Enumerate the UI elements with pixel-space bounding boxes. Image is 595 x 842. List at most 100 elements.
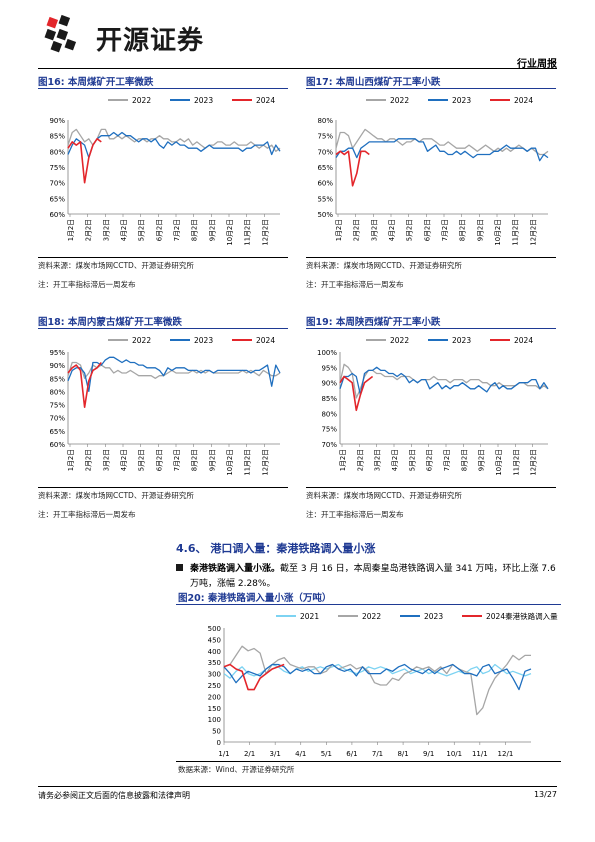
figure-17-note: 注：开工率指标滞后一周发布 <box>306 280 404 289</box>
y-tick-label: 350 <box>208 659 221 667</box>
x-tick-label: 9月2日 <box>478 449 486 471</box>
figure-18-title-rule <box>38 328 288 329</box>
figure-18-source-rule <box>38 487 288 488</box>
y-tick-label: 80% <box>317 117 333 125</box>
x-tick-label: 5月2日 <box>406 219 414 241</box>
x-tick-label: 7月2日 <box>173 219 181 241</box>
y-tick-label: 85% <box>49 133 65 141</box>
figure-19-title-rule <box>306 328 556 329</box>
legend-label: 2022 <box>362 612 381 621</box>
series-line-2024 <box>339 375 374 412</box>
series-line-2022 <box>339 363 549 399</box>
figure-19-title: 图19: 本周陕西煤矿开工率小跌 <box>306 317 441 328</box>
x-tick-label: 11月2日 <box>244 449 252 476</box>
chart-shanxi-operating-rate: 2022 2023 2024 80% 75% 70% 65% 60% 55% 50%1月2日 2月2… <box>317 96 549 246</box>
y-tick-label: 65% <box>49 195 65 203</box>
y-tick-label: 70% <box>317 148 333 156</box>
page-number: 13/27 <box>533 790 557 799</box>
bullet-icon <box>176 564 183 571</box>
y-tick-label: 90% <box>49 362 65 370</box>
x-tick-label: 10月2日 <box>226 449 234 476</box>
x-tick-label: 12月2日 <box>529 219 537 246</box>
x-tick-label: 1/1 <box>218 750 229 758</box>
x-tick-label: 9月2日 <box>208 449 216 471</box>
figure-20-title-rule <box>176 604 561 605</box>
chart-qinhuangdao-rail-inflow: 2021 2022 2023 2024秦港铁路调入量50045040035030025… <box>208 611 558 758</box>
series-line-2022 <box>335 128 549 156</box>
y-tick-label: 70% <box>321 441 337 449</box>
series-line-2022 <box>67 128 281 152</box>
chart-shaanxi-operating-rate: 2022 2023 2024 100% 95% 90% 85% 80% 75% 70%1月2日 2月… <box>317 336 549 476</box>
x-tick-label: 4月2日 <box>388 219 396 241</box>
y-tick-label: 0 <box>217 739 221 747</box>
x-tick-label: 9月2日 <box>476 219 484 241</box>
legend-label: 2023 <box>424 612 443 621</box>
x-tick-label: 3月2日 <box>374 449 382 471</box>
figure-20-title: 图20: 秦港铁路调入量小涨（万吨） <box>178 593 332 604</box>
x-tick-label: 8/1 <box>397 750 408 758</box>
figure-18-title: 图18: 本周内蒙古煤矿开工率微跌 <box>38 317 182 328</box>
header-divider <box>38 68 557 69</box>
x-tick-label: 2月2日 <box>85 449 93 471</box>
y-tick-label: 300 <box>208 671 221 679</box>
x-tick-label: 11月2日 <box>512 219 520 246</box>
x-tick-label: 4月2日 <box>120 449 128 471</box>
legend-label: 2022 <box>132 336 151 345</box>
x-tick-label: 2月2日 <box>353 219 361 241</box>
figure-17-source-rule <box>306 257 556 258</box>
legend-label: 2023 <box>194 96 213 105</box>
y-tick-label: 75% <box>317 133 333 141</box>
x-tick-label: 7月2日 <box>173 449 181 471</box>
y-tick-label: 90% <box>321 380 337 388</box>
y-tick-label: 500 <box>208 625 221 633</box>
series-line-2024 <box>67 362 102 408</box>
y-tick-label: 85% <box>49 375 65 383</box>
y-tick-label: 70% <box>49 180 65 188</box>
series-line-2023 <box>223 663 532 691</box>
y-tick-label: 75% <box>49 164 65 172</box>
y-tick-label: 85% <box>321 395 337 403</box>
x-tick-label: 3月2日 <box>102 449 110 471</box>
series-line-2022 <box>223 645 531 716</box>
figure-16-title: 图16: 本周煤矿开工率微跌 <box>38 77 154 88</box>
y-tick-label: 75% <box>321 426 337 434</box>
figure-17-source: 资料来源：煤炭市场网CCTD、开源证券研究所 <box>306 261 462 270</box>
legend-label: 2021 <box>300 612 319 621</box>
x-tick-label: 11月2日 <box>512 449 520 476</box>
x-tick-label: 1月2日 <box>67 219 75 241</box>
x-tick-label: 8月2日 <box>460 449 468 471</box>
x-tick-label: 2/1 <box>244 750 255 758</box>
figure-18-note: 注：开工率指标滞后一周发布 <box>38 510 136 519</box>
series-line-2024 <box>335 150 370 187</box>
x-tick-label: 5/1 <box>321 750 332 758</box>
y-tick-label: 60% <box>317 180 333 188</box>
x-tick-label: 2月2日 <box>85 219 93 241</box>
x-tick-label: 1月2日 <box>335 219 343 241</box>
x-tick-label: 9/1 <box>423 750 434 758</box>
figure-20-source-rule <box>176 761 561 762</box>
series-line-2022 <box>67 361 281 379</box>
section-heading: 4.6、 港口调入量：秦港铁路调入量小涨 <box>176 542 376 555</box>
series-line-2023 <box>335 138 549 162</box>
x-tick-label: 2月2日 <box>356 449 364 471</box>
x-tick-label: 6月2日 <box>155 449 163 471</box>
figure-17-title: 图17: 本周山西煤矿开工率小跌 <box>306 77 441 88</box>
x-tick-label: 3月2日 <box>370 219 378 241</box>
figure-19-source-rule <box>306 487 556 488</box>
figure-16-source: 资料来源：煤炭市场网CCTD、开源证券研究所 <box>38 261 194 270</box>
figure-16-source-rule <box>38 257 288 258</box>
x-tick-label: 7月2日 <box>443 449 451 471</box>
figure-16-title-rule <box>38 88 288 89</box>
y-tick-label: 60% <box>49 441 65 449</box>
chart-coal-mine-operating-rate: 2022 2023 2024 90% 85% 80% 75% 70% 65% 60%1月2日 2月2… <box>49 96 281 246</box>
legend-label: 2023 <box>194 336 213 345</box>
x-tick-label: 1月2日 <box>339 449 347 471</box>
x-tick-label: 10月2日 <box>494 219 502 246</box>
series-line-2023 <box>67 131 281 159</box>
x-tick-label: 1月2日 <box>67 449 75 471</box>
x-tick-label: 8月2日 <box>191 449 199 471</box>
y-tick-label: 100% <box>317 349 337 357</box>
y-tick-label: 100 <box>208 716 221 724</box>
y-tick-label: 250 <box>208 682 221 690</box>
y-tick-label: 75% <box>49 402 65 410</box>
